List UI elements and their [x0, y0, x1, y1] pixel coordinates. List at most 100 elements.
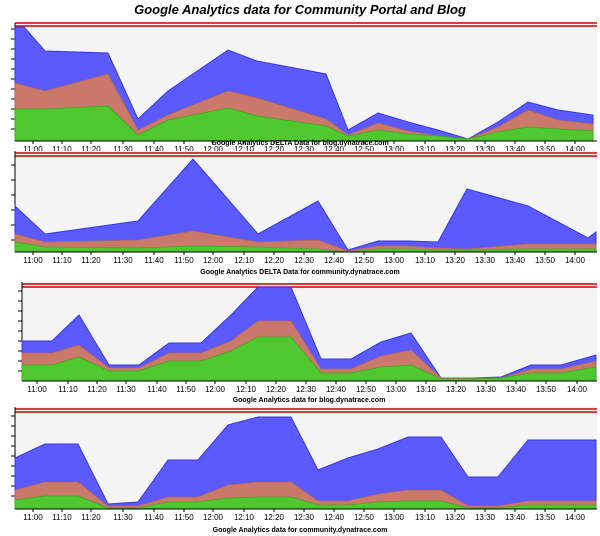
x-tick-label: 11:50: [174, 513, 194, 522]
chart-blog-total: 11:00 11:10 11:20 11:30 11:40 11:50 12:0…: [18, 282, 597, 394]
x-tick-labels: 11:00 11:10 11:20 11:30 11:40 11:50 12:0…: [27, 385, 587, 394]
chart-blog-delta: 11:00 11:10 11:20 11:30 11:40 11:50 12:0…: [11, 22, 597, 154]
chart-community-total-caption: Google Analytics data for community.dyna…: [213, 527, 388, 534]
page-title: Google Analytics data for Community Port…: [134, 2, 466, 17]
x-tick-label: 13:10: [415, 145, 436, 154]
y-axis: [18, 282, 23, 381]
x-tick-label: 12:00: [205, 385, 226, 394]
x-tick-marks: [36, 381, 578, 384]
chart-caption: Google Analytics DELTA Data for communit…: [200, 269, 399, 276]
x-tick-label: 13:10: [416, 385, 437, 394]
x-tick-label: 12:30: [294, 513, 315, 522]
x-tick-label: 11:10: [58, 385, 78, 394]
x-tick-label: 13:20: [445, 145, 466, 154]
x-tick-label: 13:50: [535, 145, 556, 154]
series-salmon-area: [14, 230, 597, 253]
x-tick-label: 11:30: [113, 145, 133, 154]
x-tick-label: 11:30: [116, 385, 136, 394]
x-tick-label: 13:40: [505, 513, 526, 522]
x-tick-label: 11:30: [113, 256, 133, 265]
x-tick-label: 13:20: [445, 256, 466, 265]
x-tick-label: 12:40: [324, 256, 345, 265]
x-tick-label: 12:00: [203, 145, 224, 154]
chart-caption: Google Analytics data for community.dyna…: [213, 527, 388, 534]
x-tick-label: 13:30: [476, 385, 497, 394]
chart-blog-delta-caption: Google Analytics DELTA Data for blog.dyn…: [211, 140, 388, 147]
x-tick-label: 13:10: [415, 256, 436, 265]
x-tick-label: 13:40: [506, 385, 527, 394]
x-tick-label: 13:30: [475, 145, 496, 154]
x-tick-label: 12:20: [264, 256, 285, 265]
x-tick-label: 13:00: [384, 513, 405, 522]
x-tick-label: 11:00: [27, 385, 47, 394]
x-tick-marks: [32, 141, 576, 144]
series-blue-area: [14, 158, 597, 253]
x-tick-label: 12:20: [264, 513, 285, 522]
x-tick-label: 12:20: [264, 145, 285, 154]
chart-community-delta-caption: Google Analytics DELTA Data for communit…: [200, 269, 399, 276]
x-tick-label: 13:50: [536, 385, 557, 394]
x-tick-marks: [32, 252, 576, 255]
x-tick-label: 13:00: [384, 256, 405, 265]
x-tick-label: 11:20: [81, 513, 101, 522]
x-tick-label: 12:00: [203, 513, 224, 522]
x-tick-label: 12:50: [354, 256, 375, 265]
x-tick-label: 11:50: [176, 385, 196, 394]
x-tick-label: 13:10: [415, 513, 436, 522]
series-blue-area: [14, 416, 597, 510]
x-tick-label: 12:40: [324, 145, 345, 154]
top-band: [22, 283, 597, 288]
top-band: [15, 152, 597, 157]
x-tick-label: 14:00: [567, 385, 588, 394]
x-tick-label: 12:10: [234, 513, 255, 522]
x-tick-label: 11:40: [147, 385, 167, 394]
x-tick-label: 13:50: [535, 513, 556, 522]
series-green-area: [14, 495, 597, 510]
series-green-area: [14, 105, 594, 142]
series-blue-area: [14, 26, 594, 142]
x-tick-label: 11:50: [174, 256, 194, 265]
x-tick-label: 11:40: [144, 145, 164, 154]
x-tick-label: 12:50: [356, 385, 377, 394]
x-tick-label: 13:00: [384, 145, 405, 154]
x-tick-label: 14:00: [565, 145, 586, 154]
x-tick-label: 12:30: [296, 385, 317, 394]
y-ticks: [11, 28, 15, 130]
x-tick-label: 13:20: [446, 385, 467, 394]
chart-caption: Google Analytics DELTA Data for blog.dyn…: [211, 140, 388, 147]
x-tick-label: 11:00: [23, 513, 43, 522]
x-tick-label: 11:00: [23, 145, 43, 154]
chart-community-total: 11:00 11:10 11:20 11:30 11:40 11:50 12:0…: [11, 407, 597, 522]
x-tick-label: 12:30: [294, 145, 315, 154]
top-band: [15, 408, 597, 413]
y-axis: [11, 23, 16, 141]
x-tick-label: 12:00: [203, 256, 224, 265]
x-tick-label: 13:50: [535, 256, 556, 265]
y-axis: [11, 407, 16, 509]
series-salmon-area: [14, 481, 597, 510]
x-tick-label: 13:30: [475, 256, 496, 265]
x-tick-label: 11:20: [87, 385, 107, 394]
x-tick-label: 11:10: [52, 256, 72, 265]
chart-caption: Google Analytics data for blog.dynatrace…: [233, 397, 386, 404]
x-tick-label: 12:10: [234, 145, 255, 154]
x-tick-label: 13:30: [475, 513, 496, 522]
chart-blog-total-caption: Google Analytics data for blog.dynatrace…: [233, 397, 386, 404]
x-tick-label: 14:00: [565, 256, 586, 265]
x-tick-label: 12:20: [266, 385, 287, 394]
x-tick-label: 11:10: [52, 513, 72, 522]
x-tick-labels: 11:00 11:10 11:20 11:30 11:40 11:50 12:0…: [23, 513, 585, 522]
x-tick-labels: 11:00 11:10 11:20 11:30 11:40 11:50 12:0…: [23, 256, 585, 265]
x-tick-label: 11:40: [144, 513, 164, 522]
x-tick-label: 11:10: [52, 145, 72, 154]
x-tick-label: 11:20: [81, 256, 101, 265]
x-tick-label: 13:40: [505, 145, 526, 154]
x-tick-label: 14:00: [565, 513, 586, 522]
x-tick-label: 12:40: [324, 513, 345, 522]
top-band: [15, 22, 597, 27]
x-tick-label: 11:30: [113, 513, 133, 522]
x-tick-labels: 11:00 11:10 11:20 11:30 11:40 11:50 12:0…: [23, 145, 585, 154]
x-tick-label: 13:40: [505, 256, 526, 265]
chart-community-delta: 11:00 11:10 11:20 11:30 11:40 11:50 12:0…: [11, 151, 597, 265]
x-tick-marks: [32, 509, 576, 512]
